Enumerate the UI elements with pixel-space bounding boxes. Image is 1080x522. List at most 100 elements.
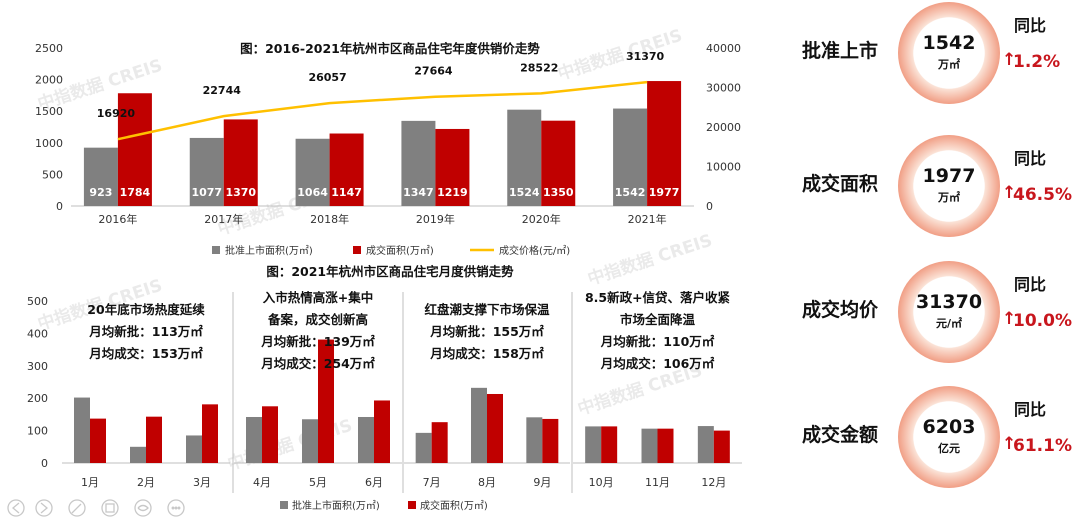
watermark: 中指数据 CREIS [555, 25, 685, 85]
bar-approved [415, 432, 432, 463]
bar-approved [697, 426, 714, 463]
x-tick-label: 2018年 [310, 212, 349, 226]
kpi-yoy-label: 同比 [1014, 16, 1047, 35]
x-tick-label: 7月 [423, 476, 441, 489]
bar-value-label: 1219 [437, 186, 468, 199]
y-tick-label: 2500 [35, 42, 63, 55]
kpi-change: 61.1% [1013, 436, 1072, 456]
x-tick-label: 2016年 [98, 212, 137, 226]
kpi-label: 批准上市 [802, 40, 879, 62]
kpi-ring: 1542 万㎡ [898, 2, 1000, 104]
bar-transaction [90, 418, 106, 463]
kpi-change: 1.2% [1013, 52, 1061, 72]
price-label: 27664 [414, 65, 453, 78]
legend-label: 成交价格(元/㎡) [499, 244, 570, 257]
bar-value-label: 923 [89, 186, 112, 199]
kpi-unit: 万㎡ [938, 191, 960, 204]
bar-transaction [329, 133, 364, 206]
back-icon[interactable] [7, 499, 25, 517]
kpi-yoy-label: 同比 [1014, 275, 1047, 294]
bar-approved [358, 416, 374, 463]
bar-value-label: 1077 [191, 186, 222, 199]
x-tick-label: 6月 [365, 476, 383, 489]
y-tick-label: 0 [56, 200, 63, 213]
bar-transaction [657, 428, 674, 463]
x-tick-label: 8月 [478, 476, 496, 489]
kpi-value: 31370 [915, 291, 983, 313]
bar-value-label: 1064 [297, 186, 328, 199]
annotation-line: 8.5新政+信贷、落户收紧 [585, 290, 731, 305]
legend-label: 成交面积(万㎡) [366, 244, 434, 257]
annotation-line: 月均成交：106万㎡ [600, 356, 715, 371]
y2-tick-label: 0 [706, 200, 713, 213]
annotation-line: 月均成交：153万㎡ [88, 346, 203, 361]
monthly-chart: 图：2021年杭州市区商品住宅月度供销走势 0 100 200 300 400 500 1月… [27, 264, 742, 512]
watermark: 中指数据 CREIS [585, 230, 715, 290]
bar-transaction [601, 426, 618, 463]
kpi-unit: 亿元 [938, 442, 960, 455]
price-label: 31370 [626, 50, 665, 63]
bar-transaction [223, 119, 258, 206]
charts-area: 中指数据 CREIS 中指数据 CREIS 中指数据 CREIS 中指数据 CR… [7, 25, 742, 517]
bar-transaction [318, 339, 334, 463]
kpi-value: 6203 [922, 416, 976, 438]
annotation-line: 月均新批：113万㎡ [88, 324, 203, 339]
price-label: 26057 [308, 71, 346, 84]
legend-label: 批准上市面积(万㎡) [292, 499, 380, 512]
pen-icon[interactable] [68, 499, 86, 517]
up-arrow-icon: ↑ [1002, 183, 1017, 203]
bar-transaction [541, 120, 576, 206]
up-arrow-icon: ↑ [1002, 309, 1017, 329]
y-tick-label: 200 [27, 392, 48, 405]
kpi-label: 成交金额 [802, 424, 879, 446]
y2-tick-label: 10000 [706, 161, 741, 174]
bar-value-label: 1977 [649, 186, 680, 199]
chart-title: 图：2021年杭州市区商品住宅月度供销走势 [266, 264, 514, 279]
bar-value-label: 1542 [615, 186, 646, 199]
bar-transaction [542, 418, 559, 463]
legend-swatch [408, 501, 416, 509]
kpi-average-price: 成交均价 31370 元/㎡ 同比 ↑ 10.0% [790, 259, 1080, 369]
bar-approved [246, 416, 262, 463]
y2-tick-label: 40000 [706, 42, 741, 55]
x-tick-label: 2021年 [628, 212, 667, 226]
more-icon[interactable] [167, 499, 185, 517]
bar-transaction [431, 422, 448, 463]
y-tick-label: 2000 [35, 74, 63, 87]
price-line [117, 80, 648, 141]
annotation-line: 月均新批：139万㎡ [260, 334, 375, 349]
view-icon[interactable] [134, 499, 152, 517]
y-tick-label: 100 [27, 425, 48, 438]
kpi-unit: 元/㎡ [935, 317, 963, 330]
annual-chart: 图：2016-2021年杭州市区商品住宅年度供销价走势 0 500 1000 1500… [35, 41, 741, 257]
forward-icon[interactable] [35, 499, 53, 517]
kpi-change: 46.5% [1013, 185, 1072, 205]
x-tick-label: 11月 [645, 476, 670, 489]
annotation-line: 备案，成交创新高 [267, 312, 368, 327]
bar-value-label: 1147 [331, 186, 362, 199]
chart-title: 图：2016-2021年杭州市区商品住宅年度供销价走势 [240, 41, 540, 56]
legend-label: 成交面积(万㎡) [420, 499, 488, 512]
annotation-line: 市场全面降温 [620, 312, 696, 327]
kpi-value: 1977 [922, 165, 976, 187]
x-tick-label: 2019年 [416, 212, 455, 226]
bar-approved [130, 446, 146, 463]
annotation-line: 20年底市场热度延续 [87, 302, 205, 317]
copy-icon[interactable] [101, 499, 119, 517]
annotation-line: 月均新批：110万㎡ [600, 334, 715, 349]
bar-approved [585, 426, 602, 463]
bar-value-label: 1370 [225, 186, 256, 199]
y-tick-label: 500 [42, 168, 63, 181]
bar-transaction [202, 404, 218, 463]
toolbar [7, 499, 185, 517]
kpi-label: 成交均价 [802, 299, 879, 321]
y-tick-label: 1000 [35, 137, 63, 150]
y2-tick-label: 30000 [706, 82, 741, 95]
kpi-ring: 31370 元/㎡ [898, 261, 1000, 363]
bar-approved [189, 137, 224, 206]
bar-value-label: 1524 [509, 186, 540, 199]
legend-label: 批准上市面积(万㎡) [225, 244, 313, 257]
bar-transaction [487, 393, 503, 463]
kpi-approved-supply: 批准上市 1542 万㎡ 同比 ↑ 1.2% [790, 0, 1080, 110]
kpi-yoy-label: 同比 [1014, 400, 1047, 419]
